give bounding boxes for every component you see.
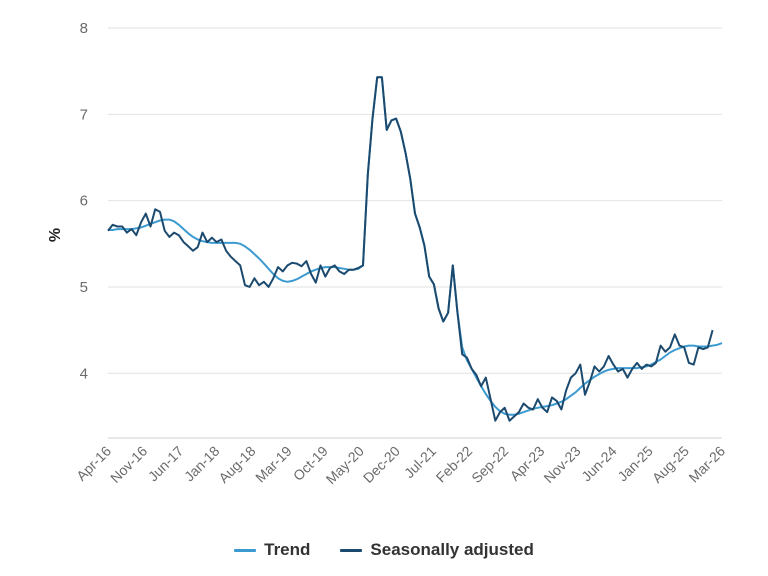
y-tick-label: 4 [80,365,88,382]
legend-swatch-trend [234,548,257,552]
x-tick-label: Mar-19 [252,443,295,486]
x-tick-label: Dec-20 [360,443,403,486]
series-lines [107,76,723,422]
x-tick-label: Nov-16 [107,443,150,486]
x-tick-label: Aug-18 [215,443,258,486]
x-tick-label: Jan-25 [614,443,656,485]
y-axis-ticks: 4 5 6 7 8 [80,20,88,382]
legend-label-trend: Trend [264,540,311,559]
y-tick-label: 6 [80,193,88,210]
legend-swatch-seasonally-adjusted [340,548,363,552]
legend-label-seasonally-adjusted: Seasonally adjusted [370,540,534,559]
x-tick-label: Mar-26 [685,443,728,486]
x-axis-ticks: Apr-16Nov-16Jun-17Jan-18Aug-18Mar-19Oct-… [73,443,728,487]
x-tick-label: Aug-25 [649,443,692,486]
x-tick-label: Sep-22 [468,443,511,486]
x-tick-label: Nov-23 [540,443,583,486]
y-tick-label: 8 [80,20,88,37]
legend: Trend Seasonally adjusted [0,540,768,560]
gridlines [108,27,722,439]
x-tick-label: Apr-23 [506,443,547,484]
legend-item-seasonally-adjusted: Seasonally adjusted [340,540,534,560]
legend-item-trend: Trend [234,540,310,560]
x-tick-label: Jan-18 [181,443,223,485]
x-tick-label: Apr-16 [73,443,114,484]
y-tick-label: 5 [80,279,88,296]
y-tick-label: 7 [80,106,88,123]
x-tick-label: Feb-22 [433,443,476,486]
x-tick-label: Jun-24 [578,443,620,485]
y-axis-label: % [47,228,64,242]
x-tick-label: May-20 [323,443,367,487]
series-line-trend [108,76,723,416]
x-tick-label: Jun-17 [145,443,187,485]
series-line-seasonally-adjusted [107,76,714,422]
